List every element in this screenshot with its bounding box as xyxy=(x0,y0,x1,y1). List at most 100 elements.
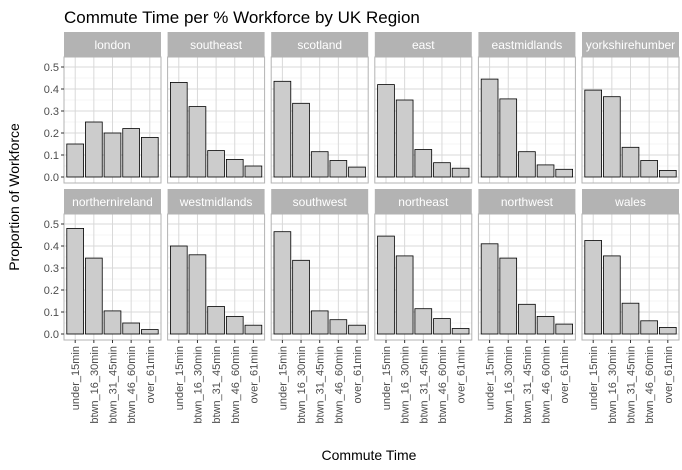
y-tick-label: 0.4 xyxy=(44,84,59,96)
bar xyxy=(395,99,414,178)
bar xyxy=(188,254,207,335)
bar xyxy=(66,227,84,335)
y-tick-label: 0.4 xyxy=(44,241,59,253)
facet-panel: yorkshirehumber xyxy=(581,32,680,184)
x-tick-label: btwn_46_60min xyxy=(644,346,656,424)
facet-panel: northernireland 0.0 0.1 0.2 0.3 0.4 0.5 under_1… xyxy=(44,189,162,424)
facet-panel: eastmidlands xyxy=(477,32,576,184)
bar xyxy=(122,128,140,178)
bar xyxy=(536,315,555,335)
y-tick-label: 0.5 xyxy=(44,62,59,74)
x-tick-label: under_15min xyxy=(485,346,497,410)
bar xyxy=(414,308,433,335)
bar xyxy=(292,259,310,335)
bar xyxy=(518,151,536,178)
x-tick-label: btwn_46_60min xyxy=(541,346,553,424)
x-tick-label: over_61min xyxy=(663,346,675,403)
facet-strip xyxy=(478,32,576,57)
facet-strip-label: eastmidlands xyxy=(492,38,563,52)
facet-panel: northwest under_15min btwn_16_30min btwn_31… xyxy=(477,189,576,424)
facet-strip xyxy=(167,32,265,57)
bar xyxy=(66,143,84,178)
bar xyxy=(207,306,225,335)
bar xyxy=(377,84,395,178)
x-tick-label: under_15min xyxy=(277,346,289,410)
x-tick-label: btwn_46_60min xyxy=(230,346,242,424)
x-tick-label: over_61min xyxy=(559,346,571,403)
x-tick-label: over_61min xyxy=(248,346,260,403)
bar xyxy=(640,320,658,335)
bar xyxy=(273,80,292,178)
x-tick-label: btwn_16_30min xyxy=(400,346,412,424)
chart-title: Commute Time per % Workforce by UK Regio… xyxy=(64,8,420,27)
facet-panel: northeast under_15min btwn_16_30min btwn_31… xyxy=(374,189,473,424)
bar xyxy=(603,96,621,178)
bar xyxy=(348,166,366,178)
y-tick-label: 0.1 xyxy=(44,150,59,162)
bar xyxy=(103,132,122,178)
bar xyxy=(244,165,263,178)
facet-panel: scotland xyxy=(270,32,369,184)
y-tick-label: 0.1 xyxy=(44,307,59,319)
facet-strip-label: northwest xyxy=(501,195,554,209)
bar xyxy=(273,231,292,335)
x-tick-label: btwn_31_45min xyxy=(315,346,327,424)
facet-strip-label: northernireland xyxy=(72,195,153,209)
facet-panel: southeast xyxy=(167,32,266,184)
facet-strip xyxy=(478,189,576,214)
bar xyxy=(621,302,640,335)
bar xyxy=(536,164,555,178)
bar xyxy=(640,160,658,178)
bar xyxy=(85,257,103,335)
x-tick-label: over_61min xyxy=(352,346,364,403)
bar xyxy=(329,160,348,178)
y-axis-title: Proportion of Workforce xyxy=(6,123,22,271)
x-tick-label: btwn_31_45min xyxy=(418,346,430,424)
y-tick-label: 0.0 xyxy=(44,329,59,341)
bar xyxy=(169,245,188,335)
x-tick-label: btwn_31_45min xyxy=(211,346,223,424)
bar xyxy=(207,150,225,178)
facet-strip xyxy=(374,32,472,57)
facet-panel: westmidlands under_15min btwn_16_30min btwn… xyxy=(167,189,266,424)
bar xyxy=(141,329,159,335)
bar xyxy=(103,310,122,335)
bar xyxy=(225,158,244,178)
facet-strip-label: southwest xyxy=(293,195,348,209)
facet-strip-label: london xyxy=(94,38,130,52)
facet-strip-label: wales xyxy=(614,195,646,209)
facet-strip-label: east xyxy=(412,38,435,52)
bar xyxy=(329,319,348,335)
x-tick-label: btwn_31_45min xyxy=(626,346,638,424)
x-tick-label: btwn_31_45min xyxy=(108,346,120,424)
x-tick-label: under_15min xyxy=(381,346,393,410)
bar xyxy=(659,169,677,178)
x-tick-label: btwn_16_30min xyxy=(607,346,619,424)
bar xyxy=(310,310,329,335)
x-tick-label: under_15min xyxy=(174,346,186,410)
x-tick-label: btwn_16_30min xyxy=(192,346,204,424)
bar xyxy=(659,326,677,335)
facet-strip xyxy=(271,189,369,214)
facet-strip xyxy=(271,32,369,57)
bar xyxy=(122,322,140,335)
bar xyxy=(348,324,366,335)
facet-strip-label: southeast xyxy=(190,38,243,52)
facet-strip-label: westmidlands xyxy=(179,195,253,209)
facet-panel: london 0.0 0.1 0.2 0.3 0.4 0.5 xyxy=(44,32,162,184)
y-tick-label: 0.2 xyxy=(44,285,59,297)
x-tick-label: under_15min xyxy=(588,346,600,410)
bar xyxy=(584,240,602,335)
bar xyxy=(395,255,414,335)
bar xyxy=(480,243,499,335)
bar xyxy=(244,324,263,335)
bar xyxy=(169,82,188,178)
x-axis-title: Commute Time xyxy=(322,447,417,463)
x-tick-label: btwn_16_30min xyxy=(503,346,515,424)
bar xyxy=(451,328,470,335)
bar xyxy=(377,235,395,335)
bar xyxy=(310,151,329,178)
facet-strip-label: yorkshirehumber xyxy=(586,38,675,52)
facet-panel: wales under_15min btwn_16_30min btwn_31_45m… xyxy=(581,189,680,424)
